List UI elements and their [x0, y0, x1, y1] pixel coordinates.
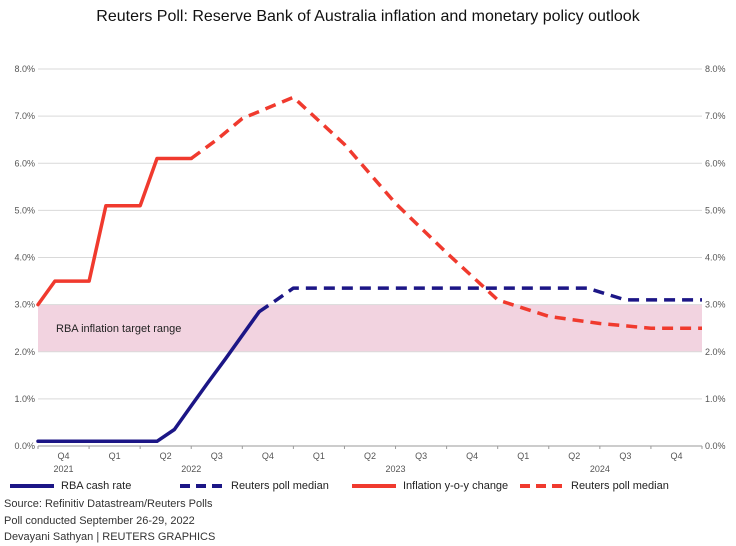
- series-layer: [36, 95, 702, 444]
- legend-item-cash-rate: RBA cash rate: [10, 480, 131, 492]
- y-tick-label-left: 2.0%: [14, 347, 35, 357]
- x-tick-label: Q2: [568, 451, 580, 461]
- y-tick-label-right: 6.0%: [705, 158, 726, 168]
- x-tick-label: Q1: [517, 451, 529, 461]
- series-line-1: [258, 286, 702, 314]
- legend-item-inflation-poll: Reuters poll median: [520, 480, 669, 492]
- x-year-label: 2022: [181, 464, 201, 474]
- legend-swatch-cash-rate-poll: [180, 484, 224, 488]
- y-tick-label-right: 2.0%: [705, 347, 726, 357]
- y-tick-label-left: 8.0%: [14, 64, 35, 74]
- legend-swatch-cash-rate: [10, 484, 54, 488]
- x-tick-label: Q4: [466, 451, 478, 461]
- y-tick-label-right: 5.0%: [705, 205, 726, 215]
- x-tick-label: Q4: [262, 451, 274, 461]
- legend-item-cash-rate-poll: Reuters poll median: [180, 480, 329, 492]
- series-line-0: [36, 309, 261, 444]
- poll-dates-note: Poll conducted September 26-29, 2022: [4, 515, 195, 527]
- x-tick-label: Q4: [670, 451, 682, 461]
- y-tick-label-left: 7.0%: [14, 111, 35, 121]
- chart-title: Reuters Poll: Reserve Bank of Australia …: [96, 8, 640, 25]
- y-tick-label-right: 3.0%: [705, 300, 726, 310]
- target-band-label: RBA inflation target range: [56, 323, 181, 335]
- y-tick-label-left: 5.0%: [14, 205, 35, 215]
- y-tick-label-left: 0.0%: [14, 441, 35, 451]
- y-tick-label-left: 4.0%: [14, 253, 35, 263]
- target-band-layer: RBA inflation target range: [38, 304, 702, 352]
- legend: RBA cash rate Reuters poll median Inflat…: [0, 480, 736, 496]
- x-year-label: 2021: [54, 464, 74, 474]
- y-tick-label-right: 4.0%: [705, 253, 726, 263]
- target-band: [38, 304, 702, 352]
- axis-labels: 0.0% 0.0% 1.0% 1.0% 2.0% 2.0% 3.0% 3.0% 4.0% 4.0%…: [14, 64, 725, 474]
- x-tick-label: Q3: [211, 451, 223, 461]
- gridlines: [37, 68, 703, 449]
- y-tick-label-right: 7.0%: [705, 111, 726, 121]
- x-tick-label: Q1: [313, 451, 325, 461]
- x-tick-label: Q3: [415, 451, 427, 461]
- y-tick-label-left: 1.0%: [14, 394, 35, 404]
- y-tick-label-right: 0.0%: [705, 441, 726, 451]
- y-tick-label-right: 8.0%: [705, 64, 726, 74]
- chart-canvas: RBA inflation target range 0.0% 0.0% 1.0% 1…: [14, 64, 725, 474]
- legend-swatch-inflation: [352, 484, 396, 488]
- legend-item-inflation: Inflation y-o-y change: [352, 480, 508, 492]
- legend-swatch-inflation-poll: [520, 484, 564, 488]
- x-year-label: 2023: [386, 464, 406, 474]
- legend-label-inflation-poll: Reuters poll median: [571, 480, 669, 492]
- series-line-2: [36, 156, 193, 307]
- x-tick-label: Q2: [160, 451, 172, 461]
- y-tick-label-left: 6.0%: [14, 158, 35, 168]
- y-tick-label-left: 3.0%: [14, 300, 35, 310]
- source-note: Source: Refinitiv Datastream/Reuters Pol…: [4, 498, 213, 510]
- x-tick-label: Q1: [109, 451, 121, 461]
- x-tick-label: Q3: [619, 451, 631, 461]
- legend-label-cash-rate: RBA cash rate: [61, 480, 132, 492]
- x-tick-label: Q4: [58, 451, 70, 461]
- series-line-3: [190, 95, 702, 330]
- x-tick-label: Q2: [364, 451, 376, 461]
- x-year-label: 2024: [590, 464, 610, 474]
- y-tick-label-right: 1.0%: [705, 394, 726, 404]
- legend-label-inflation: Inflation y-o-y change: [403, 480, 509, 492]
- credit-note: Devayani Sathyan | REUTERS GRAPHICS: [4, 531, 216, 543]
- legend-label-cash-rate-poll: Reuters poll median: [231, 480, 329, 492]
